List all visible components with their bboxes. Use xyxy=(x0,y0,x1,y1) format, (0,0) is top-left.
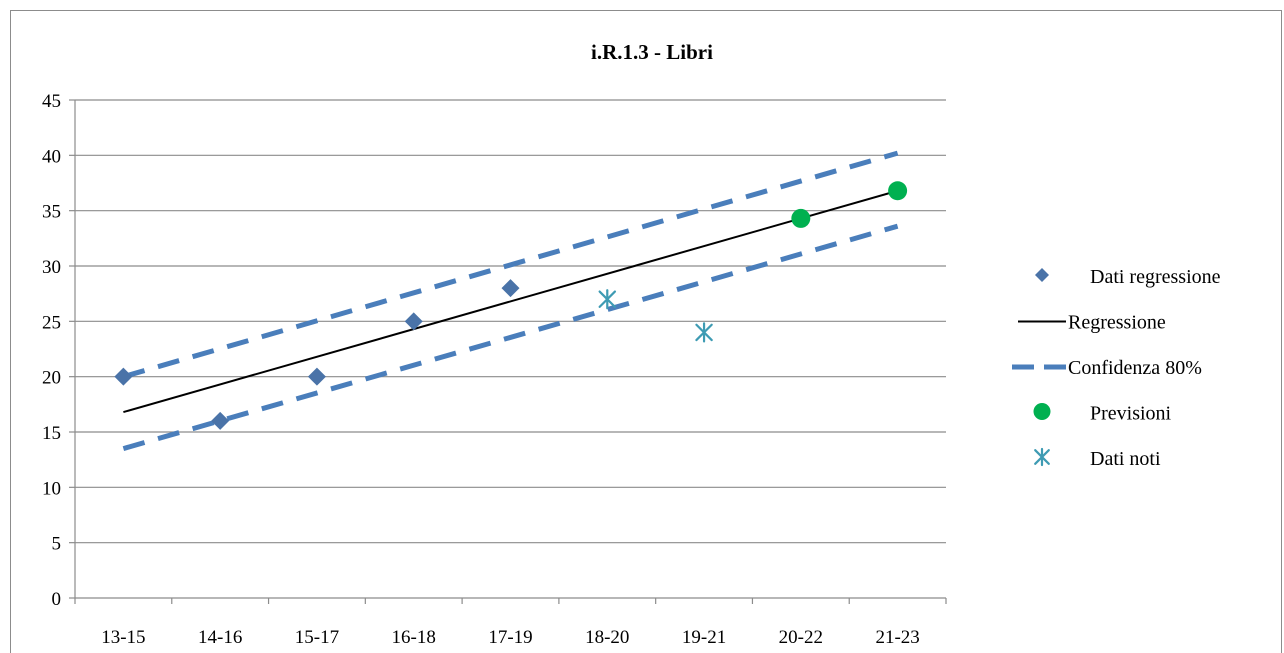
legend-item: Dati regressione xyxy=(1035,266,1221,288)
y-tick-labels: 0 5 10 15 20 25 30 35 40 45 xyxy=(42,91,61,610)
x-tick-labels: 13-15 14-16 15-17 16-18 17-19 18-20 19-21 20-22… xyxy=(101,627,920,648)
y-tick-label: 45 xyxy=(42,91,61,112)
y-tick-label: 0 xyxy=(52,589,62,610)
x-tick-label: 17-19 xyxy=(488,627,532,648)
legend-label: Confidenza 80% xyxy=(1068,357,1202,379)
legend-symbol xyxy=(1033,403,1051,420)
confidence-upper-line xyxy=(122,150,899,380)
x-tick-label: 20-22 xyxy=(779,627,823,648)
data-point-regression xyxy=(114,367,133,386)
legend-symbol xyxy=(1034,447,1050,467)
legend-item: Previsioni xyxy=(1033,403,1172,425)
axes xyxy=(69,99,947,604)
y-tick-label: 25 xyxy=(42,312,61,333)
data-point-regression xyxy=(404,312,423,331)
legend-label: Previsioni xyxy=(1090,403,1172,425)
asterisk-stroke xyxy=(695,323,713,342)
legend-item: Dati noti xyxy=(1034,447,1161,470)
legend-label: Dati noti xyxy=(1090,448,1161,470)
data-point-regression xyxy=(211,411,230,430)
x-tick-label: 19-21 xyxy=(682,627,726,648)
y-tick-label: 5 xyxy=(52,534,62,555)
y-tick-label: 40 xyxy=(42,146,61,167)
series-layer xyxy=(114,150,908,452)
chart-title: i.R.1.3 - Libri xyxy=(591,40,713,64)
x-tick-label: 21-23 xyxy=(875,627,919,648)
data-point-forecast xyxy=(888,181,908,201)
legend-symbol xyxy=(1035,268,1049,282)
legend-label: Regressione xyxy=(1068,312,1166,334)
legend: Dati regressione Regressione Confidenza 80… xyxy=(1012,266,1221,470)
data-point-forecast xyxy=(791,208,811,228)
x-tick-label: 15-17 xyxy=(295,627,339,648)
confidence-lower-line xyxy=(122,223,899,452)
x-tick-label: 16-18 xyxy=(392,627,436,648)
chart-frame xyxy=(10,10,1282,653)
legend-item: Confidenza 80% xyxy=(1012,357,1202,379)
x-tick-label: 14-16 xyxy=(198,627,242,648)
asterisk-stroke xyxy=(1034,449,1050,465)
data-point-known xyxy=(598,289,617,310)
y-tick-label: 20 xyxy=(42,368,61,389)
data-point-regression xyxy=(307,367,326,386)
y-tick-label: 10 xyxy=(42,478,61,499)
data-point-regression xyxy=(501,279,520,298)
asterisk-stroke xyxy=(598,290,617,308)
grid xyxy=(75,99,946,544)
y-tick-label: 30 xyxy=(42,257,61,278)
legend-item: Regressione xyxy=(1018,312,1166,334)
x-tick-label: 18-20 xyxy=(585,627,629,648)
y-tick-label: 15 xyxy=(42,423,61,444)
legend-label: Dati regressione xyxy=(1090,266,1221,288)
regression-line xyxy=(123,189,898,414)
data-point-known xyxy=(695,322,713,343)
y-tick-label: 35 xyxy=(42,202,61,223)
x-tick-label: 13-15 xyxy=(101,627,145,648)
